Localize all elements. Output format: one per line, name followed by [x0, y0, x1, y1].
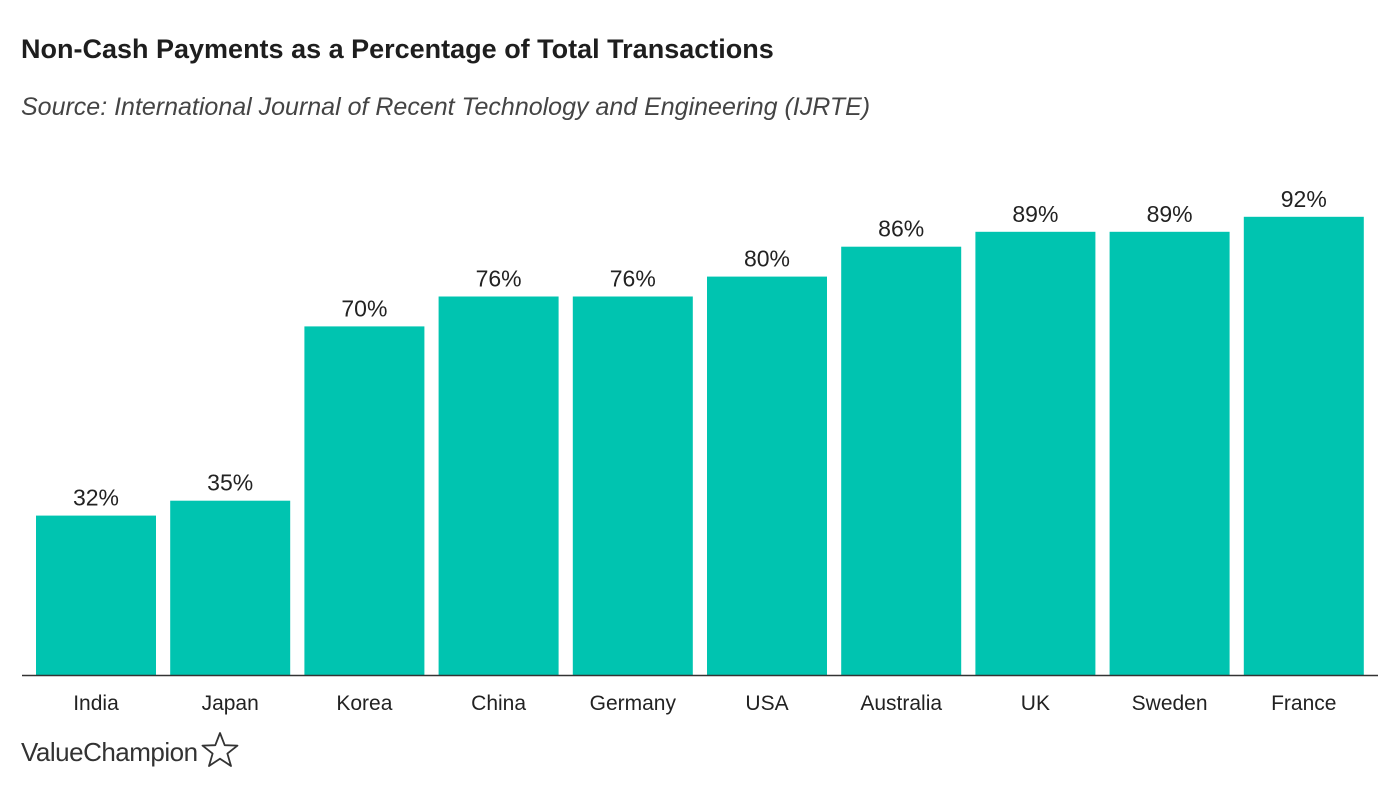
value-label-china: 76%	[476, 266, 522, 292]
bar-usa	[707, 276, 827, 675]
x-tick-label-australia: Australia	[860, 692, 942, 715]
bar-uk	[975, 231, 1096, 676]
bar-japan	[170, 500, 291, 675]
value-label-sweden: 89%	[1147, 201, 1193, 227]
value-label-germany: 76%	[610, 266, 656, 292]
value-labels-group: 32% 35% 70% 76% 76% 80% 86% 89% 89% 92%	[73, 186, 1327, 511]
value-label-france: 92%	[1281, 186, 1327, 212]
x-tick-label-india: India	[73, 692, 119, 715]
star-outline-icon	[200, 730, 240, 775]
x-tick-label-sweden: Sweden	[1132, 692, 1208, 715]
x-tick-label-japan: Japan	[202, 692, 259, 715]
chart-title: Non-Cash Payments as a Percentage of Tot…	[21, 34, 774, 64]
value-label-korea: 70%	[341, 295, 387, 321]
brand-name: ValueChampion	[21, 737, 198, 767]
value-label-india: 32%	[73, 485, 119, 511]
x-tick-label-korea: Korea	[336, 692, 392, 715]
bar-france	[1243, 216, 1364, 676]
bar-india	[36, 515, 156, 675]
value-label-usa: 80%	[744, 246, 790, 272]
x-tick-labels-group: India Japan Korea China Germany USA Australia U…	[73, 692, 1336, 715]
x-tick-label-france: France	[1271, 692, 1336, 715]
x-tick-label-uk: UK	[1021, 692, 1050, 715]
brand-logo: ValueChampion	[21, 730, 240, 775]
value-label-japan: 35%	[207, 470, 253, 496]
bar-germany	[572, 296, 693, 675]
chart-subtitle: Source: International Journal of Recent …	[21, 93, 871, 121]
x-tick-label-china: China	[471, 692, 526, 715]
bar-australia	[841, 246, 962, 675]
x-tick-label-germany: Germany	[590, 692, 677, 715]
bar-china	[438, 296, 559, 675]
bars-group	[36, 216, 1364, 676]
bar-korea	[304, 326, 425, 675]
value-label-uk: 89%	[1012, 201, 1058, 227]
value-label-australia: 86%	[878, 216, 924, 242]
bar-sweden	[1109, 231, 1230, 676]
x-tick-label-usa: USA	[745, 692, 788, 715]
